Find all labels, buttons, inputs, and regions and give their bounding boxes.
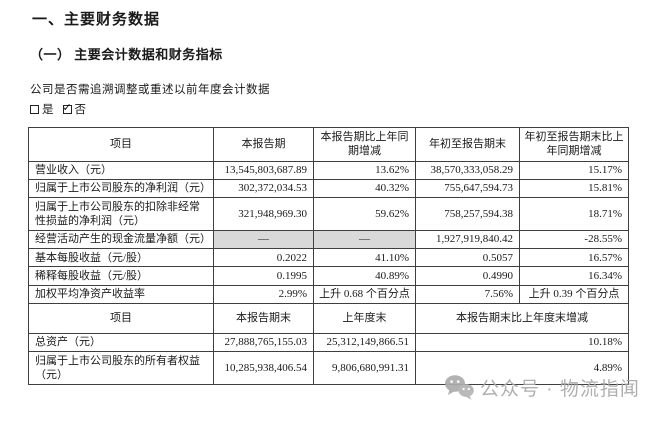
- row-label-cell: 归属于上市公司股东的所有者权益（元）: [28, 351, 214, 385]
- table-row: 营业收入（元） 13,545,803,687.89 13.62% 38,570,333…: [28, 160, 629, 180]
- value-cell: 40.32%: [313, 178, 416, 199]
- column-header-cell: 项目: [28, 127, 214, 162]
- value-cell: 41.10%: [313, 248, 416, 268]
- value-cell: 10.18%: [415, 332, 629, 353]
- table-row: 归属于上市公司股东的净利润（元） 302,372,034.53 40.32% 755,…: [28, 178, 629, 199]
- value-cell: 27,888,765,155.03: [213, 332, 314, 353]
- value-cell: —: [313, 229, 416, 250]
- table-row: 加权平均净资产收益率 2.99% 上升 0.68 个百分点 7.56% 上升 0.39 …: [28, 284, 629, 304]
- value-cell: -28.55%: [519, 229, 629, 250]
- column-header-cell: 本报告期末: [213, 302, 314, 334]
- checkbox-yes[interactable]: ✓ 是: [30, 101, 54, 117]
- table-row: 归属于上市公司股东的扣除非经常性损益的净利润（元） 321,948,969.30 5…: [28, 197, 629, 231]
- value-cell: 1,927,919,840.42: [415, 229, 520, 250]
- row-label-cell: 经营活动产生的现金流量净额（元）: [28, 229, 214, 250]
- checkbox-no[interactable]: ✓ 否: [62, 100, 87, 117]
- value-cell: 302,372,034.53: [213, 178, 314, 199]
- checkmark-icon: ✓: [62, 100, 72, 114]
- value-cell: 40.89%: [313, 266, 416, 286]
- row-label-cell: 总资产（元）: [28, 332, 214, 353]
- checkbox-no-label: 否: [74, 104, 87, 116]
- value-cell: 18.71%: [519, 197, 629, 231]
- section-subtitle: （一） 主要会计数据和财务指标: [30, 47, 223, 62]
- row-label-cell: 稀释每股收益（元/股）: [28, 266, 214, 286]
- value-cell: 13.62%: [313, 160, 416, 180]
- value-cell: 7.56%: [415, 284, 520, 304]
- value-cell: 321,948,969.30: [213, 197, 314, 231]
- row-label-cell: 营业收入（元）: [28, 160, 214, 180]
- value-cell: 15.81%: [519, 178, 629, 199]
- row-label-cell: 基本每股收益（元/股）: [28, 248, 214, 268]
- value-cell: 4.89%: [415, 351, 629, 385]
- value-cell: 10,285,938,406.54: [213, 351, 314, 385]
- column-header-cell: 本报告期末比上年度末增减: [415, 302, 629, 334]
- value-cell: 2.99%: [213, 284, 314, 304]
- table-row: 稀释每股收益（元/股） 0.1995 40.89% 0.4990 16.34%: [28, 266, 629, 286]
- row-label-cell: 归属于上市公司股东的净利润（元）: [28, 178, 214, 199]
- checkbox-yes-box[interactable]: ✓: [30, 104, 39, 114]
- value-cell: 0.4990: [415, 266, 520, 286]
- financial-table: 项目 本报告期 本报告期比上年同期增减 年初至报告期末 年初至报告期末比上年同期增减 营业…: [28, 127, 629, 385]
- financial-table-body: 项目 本报告期 本报告期比上年同期增减 年初至报告期末 年初至报告期末比上年同期增减 营业…: [28, 127, 629, 385]
- value-cell: 25,312,149,866.51: [313, 332, 416, 353]
- checkbox-yes-label: 是: [42, 104, 54, 116]
- row-label-cell: 加权平均净资产收益率: [28, 284, 214, 304]
- page-title: 一、主要财务数据: [32, 12, 161, 28]
- value-cell: 758,257,594.38: [415, 197, 520, 231]
- column-header-cell: 本报告期: [213, 127, 314, 162]
- value-cell: 0.1995: [213, 266, 314, 286]
- value-cell: 15.17%: [519, 160, 629, 180]
- value-cell: 16.34%: [519, 266, 629, 286]
- column-header-cell: 上年度末: [313, 302, 416, 334]
- column-header-cell: 年初至报告期末: [415, 127, 520, 162]
- column-header-cell: 项目: [28, 302, 214, 334]
- table-row: 基本每股收益（元/股） 0.2022 41.10% 0.5057 16.57%: [28, 248, 629, 268]
- value-cell: 13,545,803,687.89: [213, 160, 314, 180]
- table-row: 总资产（元） 27,888,765,155.03 25,312,149,866.51…: [28, 332, 629, 353]
- checkbox-no-box[interactable]: ✓: [62, 100, 72, 114]
- value-cell: 0.5057: [415, 248, 520, 268]
- restate-checkbox-group: ✓ 是 ✓ 否: [30, 101, 86, 117]
- value-cell: 755,647,594.73: [415, 178, 520, 199]
- value-cell: 38,570,333,058.29: [415, 160, 520, 180]
- table-row: 经营活动产生的现金流量净额（元） — —1,927,919,840.42 -28.55…: [28, 229, 629, 250]
- value-cell: 16.57%: [519, 248, 629, 268]
- value-cell: 59.62%: [313, 197, 416, 231]
- value-cell: —: [213, 229, 314, 250]
- value-cell: 上升 0.68 个百分点: [313, 284, 416, 304]
- restate-question-text: 公司是否需追溯调整或重述以前年度会计数据: [30, 84, 270, 96]
- table-header-row: 项目 本报告期 本报告期比上年同期增减 年初至报告期末 年初至报告期末比上年同期增减: [28, 127, 629, 162]
- row-label-cell: 归属于上市公司股东的扣除非经常性损益的净利润（元）: [28, 197, 214, 231]
- value-cell: 9,806,680,991.31: [313, 351, 416, 385]
- column-header-cell: 本报告期比上年同期增减: [313, 127, 416, 162]
- table-header-row: 项目 本报告期末 上年度末 本报告期末比上年度末增减: [28, 302, 629, 334]
- value-cell: 0.2022: [213, 248, 314, 268]
- value-cell: 上升 0.39 个百分点: [519, 284, 629, 304]
- table-row: 归属于上市公司股东的所有者权益（元） 10,285,938,406.54 9,806…: [28, 351, 629, 385]
- column-header-cell: 年初至报告期末比上年同期增减: [519, 127, 629, 162]
